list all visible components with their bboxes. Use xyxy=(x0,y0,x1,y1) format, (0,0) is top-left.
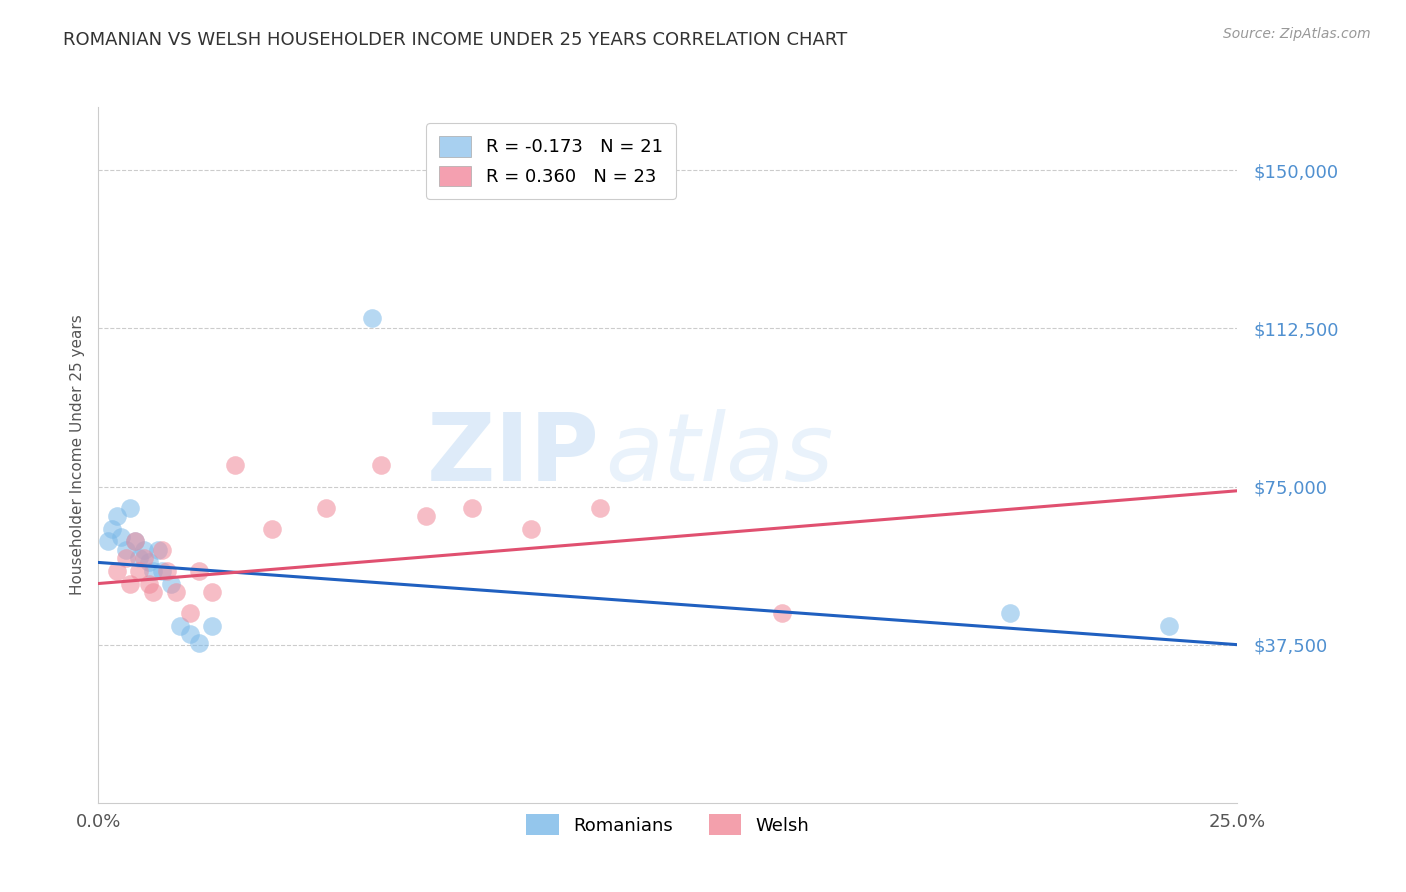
Point xyxy=(114,542,136,557)
Point xyxy=(105,564,128,578)
Point xyxy=(138,556,160,570)
Point xyxy=(132,542,155,557)
Text: atlas: atlas xyxy=(605,409,834,500)
Point xyxy=(187,635,209,649)
Point xyxy=(132,551,155,566)
Point xyxy=(146,542,169,557)
Point xyxy=(360,310,382,325)
Point xyxy=(520,522,543,536)
Point xyxy=(201,618,224,632)
Point xyxy=(588,500,610,515)
Point xyxy=(370,458,392,473)
Text: Source: ZipAtlas.com: Source: ZipAtlas.com xyxy=(1223,27,1371,41)
Point xyxy=(224,458,246,473)
Point xyxy=(770,606,793,620)
Point xyxy=(96,534,118,549)
Point xyxy=(187,564,209,578)
Point xyxy=(124,534,146,549)
Legend: Romanians, Welsh: Romanians, Welsh xyxy=(519,807,817,842)
Point xyxy=(120,576,142,591)
Point xyxy=(150,564,173,578)
Point xyxy=(142,564,165,578)
Text: ROMANIAN VS WELSH HOUSEHOLDER INCOME UNDER 25 YEARS CORRELATION CHART: ROMANIAN VS WELSH HOUSEHOLDER INCOME UND… xyxy=(63,31,848,49)
Point xyxy=(315,500,337,515)
Point xyxy=(461,500,484,515)
Point xyxy=(138,576,160,591)
Point xyxy=(114,551,136,566)
Point xyxy=(201,585,224,599)
Point xyxy=(120,500,142,515)
Point xyxy=(415,509,437,524)
Point xyxy=(128,564,150,578)
Point xyxy=(179,606,201,620)
Point xyxy=(156,564,179,578)
Point xyxy=(160,576,183,591)
Point xyxy=(260,522,283,536)
Point xyxy=(165,585,187,599)
Point xyxy=(128,551,150,566)
Y-axis label: Householder Income Under 25 years: Householder Income Under 25 years xyxy=(69,315,84,595)
Point xyxy=(110,530,132,544)
Text: ZIP: ZIP xyxy=(426,409,599,501)
Point xyxy=(142,585,165,599)
Point xyxy=(998,606,1021,620)
Point xyxy=(105,509,128,524)
Point xyxy=(124,534,146,549)
Point xyxy=(150,542,173,557)
Point xyxy=(101,522,124,536)
Point xyxy=(169,618,191,632)
Point xyxy=(179,627,201,641)
Point xyxy=(1157,618,1180,632)
